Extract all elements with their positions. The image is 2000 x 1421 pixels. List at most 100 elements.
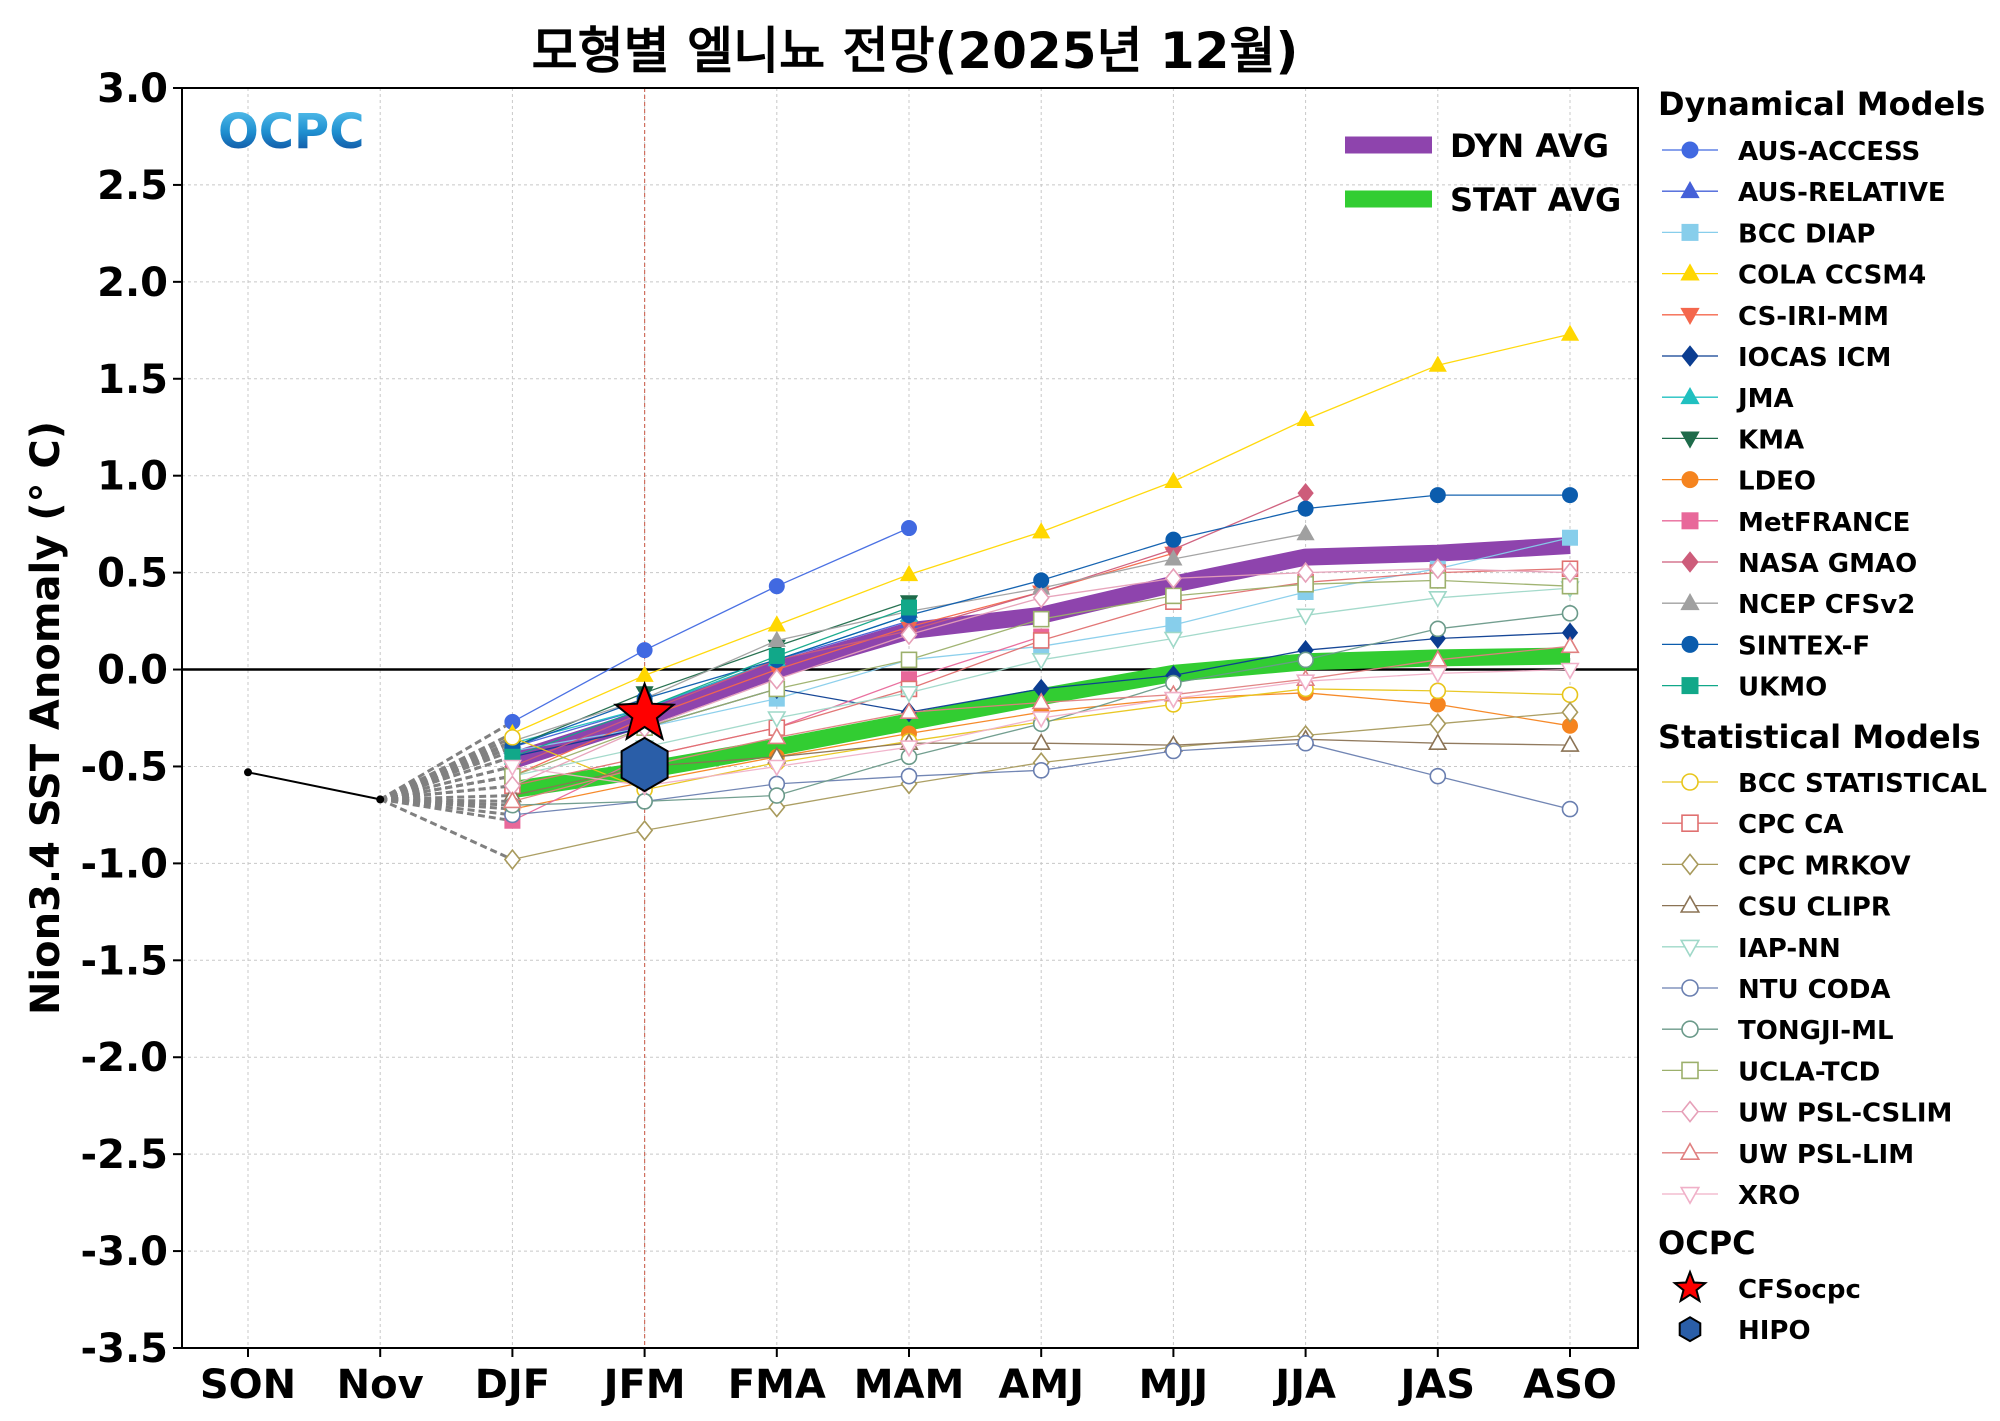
connector-line: [379, 755, 513, 801]
point-bcc-statistical: [1561, 686, 1579, 704]
legend-label-xro: XRO: [1738, 1181, 1800, 1211]
point-bcc-statistical: [1429, 682, 1447, 700]
point-cpc-mrkov: [636, 819, 654, 842]
legend-marker-ukmo: [1681, 677, 1699, 695]
point-cfsocpc: [613, 680, 677, 741]
grid: [182, 87, 1638, 1349]
legend-label-sintex-f: SINTEX-F: [1738, 631, 1870, 661]
point-xro: [1428, 666, 1448, 684]
legend-label-jma: JMA: [1736, 384, 1794, 414]
point-sintex-f: [1165, 531, 1182, 548]
legend-label-ldeo: LDEO: [1738, 467, 1816, 497]
series-ucla-tcd: [379, 572, 1579, 801]
point-uw-psl-lim: [1560, 636, 1580, 654]
legend-heading-ocpc: OCPC: [1658, 1224, 1756, 1262]
x-tick-label: MAM: [854, 1362, 965, 1408]
legend-label-cola-ccsm4: COLA CCSM4: [1738, 261, 1926, 291]
point-cola-ccsm4: [1428, 355, 1447, 372]
legend-marker-kma: [1680, 431, 1700, 449]
point-uw-psl-lim: [899, 701, 919, 720]
legend-label-ncep-cfsv2: NCEP CFSv2: [1738, 590, 1915, 620]
observed-point: [376, 795, 385, 804]
y-tick-label: -3.0: [81, 1229, 168, 1275]
point-cola-ccsm4: [1164, 471, 1183, 488]
legend-label-cpc-mrkov: CPC MRKOV: [1738, 851, 1911, 881]
model-legend: Dynamical Models AUS-ACCESS AUS-RELATIVE BC…: [1658, 85, 1987, 1346]
point-uw-psl-lim: [502, 791, 522, 809]
legend-marker-iocas-icm: [1681, 345, 1699, 367]
legend-marker-aus-access: [1681, 141, 1699, 159]
legend-label-ucla-tcd: UCLA-TCD: [1738, 1057, 1880, 1087]
point-ldeo: [1429, 696, 1446, 713]
average-legend: DYN AVG STAT AVG: [1345, 127, 1621, 219]
x-tick-label: MJJ: [1139, 1362, 1209, 1408]
point-uw-psl-cslim: [1561, 561, 1579, 584]
legend-label-cs-iri-mm: CS-IRI-MM: [1738, 302, 1889, 332]
point-ucla-tcd: [900, 651, 918, 669]
legend-marker-bcc-diap: [1681, 223, 1699, 241]
point-ntu-coda: [1165, 742, 1182, 760]
legend-marker-hipo: [1678, 1316, 1702, 1343]
point-uw-psl-cslim: [768, 668, 786, 690]
x-tick-label: JFM: [601, 1362, 686, 1408]
point-cpc-ca: [1032, 632, 1050, 649]
x-tick-label: ASO: [1523, 1362, 1617, 1408]
x-tick-label: SON: [200, 1362, 296, 1408]
legend-marker-sintex-f: [1681, 635, 1699, 653]
connector-line: [379, 720, 514, 801]
x-tick-label: JJA: [1272, 1362, 1336, 1408]
point-xro: [502, 759, 522, 777]
y-tick-label: -3.5: [81, 1326, 168, 1372]
legend-marker-tongji-ml: [1681, 1020, 1699, 1038]
series-line: [512, 606, 910, 758]
legend-label-iocas-icm: IOCAS ICM: [1738, 343, 1891, 373]
axes: 3.0 2.5 2.0 1.5 1.0 0.5 0.0 -0.5 -1.0 -1.5 -2.0 -2.…: [81, 66, 1639, 1408]
legend-label-aus-relative: AUS-RELATIVE: [1738, 178, 1946, 208]
legend-label-csu-clipr: CSU CLIPR: [1738, 893, 1891, 923]
legend-label-iap-nn: IAP-NN: [1738, 934, 1841, 964]
point-sintex-f: [1562, 487, 1578, 504]
legend-label-bcc-statistical: BCC STATISTICAL: [1738, 769, 1987, 799]
y-tick-label: -2.0: [81, 1035, 168, 1081]
legend-marker-cpc-mrkov: [1680, 853, 1700, 876]
point-ucla-tcd: [1165, 587, 1182, 605]
y-tick-label: 3.0: [97, 66, 168, 112]
legend-label-bcc-diap: BCC DIAP: [1738, 219, 1875, 249]
observed-point: [244, 768, 252, 777]
observed-series: [244, 768, 385, 804]
legend-marker-ncep-cfsv2: [1680, 592, 1700, 611]
point-iap-nn: [899, 685, 919, 704]
point-iap-nn: [767, 711, 787, 729]
legend-label-aus-access: AUS-ACCESS: [1738, 137, 1920, 167]
point-xro: [899, 740, 919, 758]
legend-marker-metfrance: [1681, 512, 1699, 530]
connector-line: [379, 736, 514, 801]
point-xro: [1560, 662, 1580, 680]
point-uw-psl-cslim: [1032, 587, 1050, 609]
x-tick-label: AMJ: [998, 1362, 1084, 1408]
legend-label-ntu-coda: NTU CODA: [1738, 975, 1891, 1005]
avg-legend-label-stat-avg: STAT AVG: [1450, 181, 1621, 219]
point-uw-psl-lim: [767, 727, 787, 745]
legend-marker-ldeo: [1681, 471, 1699, 489]
y-tick-label: 0.5: [97, 551, 168, 597]
legend-label-hipo: HIPO: [1738, 1316, 1811, 1346]
point-iap-nn: [1295, 608, 1316, 626]
point-bcc-diap: [1562, 529, 1578, 546]
x-tick-label: Nov: [337, 1362, 424, 1408]
legend-marker-uw-psl-lim: [1679, 1141, 1701, 1160]
point-xro: [767, 759, 787, 777]
point-cpc-mrkov: [1561, 701, 1579, 723]
legend-marker-csu-clipr: [1679, 894, 1701, 913]
legend-marker-nasa-gmao: [1681, 551, 1699, 573]
point-ntu-coda: [1561, 800, 1579, 818]
legend-label-uw-psl-cslim: UW PSL-CSLIM: [1738, 1099, 1952, 1129]
connector-line: [379, 798, 514, 861]
legend-label-ukmo: UKMO: [1738, 673, 1827, 703]
point-cola-ccsm4: [1032, 522, 1051, 539]
legend-marker-aus-relative: [1680, 180, 1700, 199]
legend-marker-iap-nn: [1679, 939, 1701, 958]
legend-marker-bcc-statistical: [1681, 773, 1699, 791]
point-ucla-tcd: [1032, 610, 1050, 628]
